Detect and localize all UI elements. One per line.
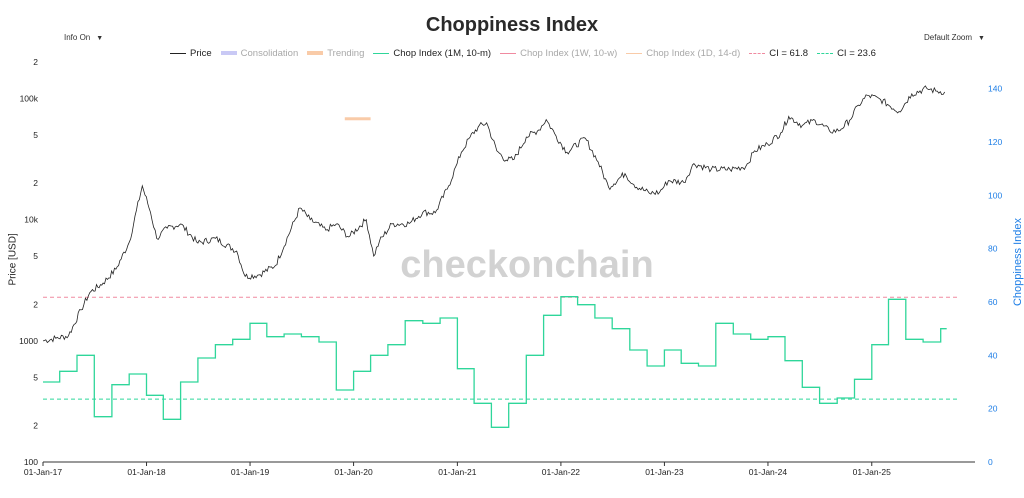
y-left-tick-label: 2	[33, 299, 38, 309]
y-left-tick-label: 2	[33, 57, 38, 67]
legend-label: Price	[190, 47, 212, 59]
legend-swatch	[817, 52, 834, 54]
y-left-tick-label: 2	[33, 421, 38, 431]
chevron-down-icon: ▼	[96, 35, 104, 42]
y-right-tick-label: 0	[988, 457, 993, 467]
x-tick-label: 01-Jan-22	[542, 467, 581, 477]
y-left-tick-label: 10k	[24, 215, 38, 225]
y-right-tick-label: 100	[988, 190, 1002, 200]
x-tick-label: 01-Jan-25	[853, 467, 892, 477]
info-toggle-label: Info On	[64, 33, 91, 42]
y-left-tick-label: 100k	[20, 93, 39, 103]
chop-index-line	[43, 296, 947, 428]
x-tick-label: 01-Jan-18	[127, 467, 166, 477]
legend-item[interactable]: Trending	[307, 48, 364, 59]
zoom-dropdown[interactable]: Default Zoom ▼	[924, 33, 985, 42]
legend-label: Consolidation	[240, 47, 299, 59]
watermark: checkonchain	[400, 244, 653, 286]
x-tick-label: 01-Jan-17	[24, 467, 63, 477]
legend-swatch	[500, 52, 517, 54]
legend-label: Chop Index (1W, 10-w)	[520, 47, 618, 59]
legend-item[interactable]: Price	[170, 48, 212, 59]
legend-item[interactable]: CI = 23.6	[817, 48, 876, 59]
legend-item[interactable]: Consolidation	[220, 47, 299, 59]
y-right-tick-label: 120	[988, 137, 1002, 147]
x-tick-label: 01-Jan-23	[645, 467, 684, 477]
x-tick-label: 01-Jan-24	[749, 467, 788, 477]
y-right-tick-label: 60	[988, 297, 998, 307]
chart-legend: Price Consolidation Trending Chop Index (1M…	[170, 47, 885, 59]
legend-item[interactable]: Chop Index (1D, 14-d)	[626, 48, 740, 59]
info-toggle-dropdown[interactable]: Info On ▼	[64, 33, 103, 42]
y-right-tick-label: 40	[988, 350, 998, 360]
legend-swatch	[749, 52, 766, 54]
legend-swatch	[307, 51, 324, 55]
y-left-tick-label: 5	[33, 130, 38, 140]
y-left-tick-label: 2	[33, 178, 38, 188]
x-tick-label: 01-Jan-20	[334, 467, 373, 477]
chevron-down-icon: ▼	[978, 35, 985, 42]
chart-title: Choppiness Index	[425, 14, 599, 36]
legend-label: Chop Index (1M, 10-m)	[393, 47, 492, 59]
y-left-tick-label: 1000	[19, 336, 38, 346]
price-line	[42, 85, 946, 344]
legend-label: CI = 61.8	[769, 47, 809, 59]
legend-swatch	[373, 52, 390, 54]
zoom-label: Default Zoom	[924, 33, 973, 42]
legend-item[interactable]: CI = 61.8	[749, 48, 808, 59]
x-tick-label: 01-Jan-19	[231, 467, 270, 477]
legend-label: Chop Index (1D, 14-d)	[646, 47, 741, 59]
y-right-tick-label: 20	[988, 404, 998, 414]
legend-label: Trending	[327, 47, 365, 59]
legend-swatch	[220, 51, 237, 55]
y-right-tick-label: 80	[988, 244, 998, 254]
legend-item[interactable]: Chop Index (1W, 10-w)	[500, 48, 617, 59]
y-left-tick-label: 5	[33, 372, 38, 382]
legend-swatch	[170, 52, 186, 54]
legend-label: CI = 23.6	[837, 47, 876, 59]
trending-band	[344, 117, 371, 121]
y-left-tick-label: 5	[33, 251, 38, 261]
legend-swatch	[626, 52, 643, 54]
y-right-tick-label: 140	[988, 84, 1002, 94]
y-left-tick-label: 100	[24, 457, 38, 467]
x-tick-label: 01-Jan-21	[438, 467, 477, 477]
legend-item[interactable]: Chop Index (1M, 10-m)	[373, 48, 491, 59]
